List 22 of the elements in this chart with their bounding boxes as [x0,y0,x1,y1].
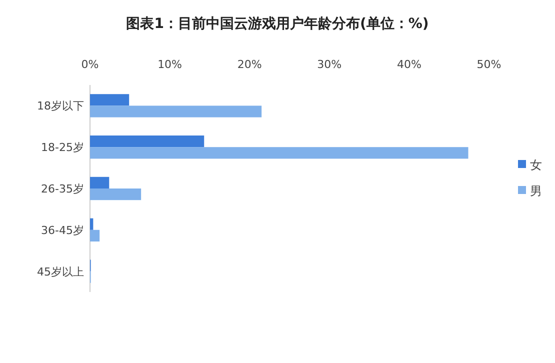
bar [90,147,468,159]
x-tick-label: 40% [396,58,422,71]
x-tick-label: 10% [158,58,182,71]
bar [90,218,94,230]
y-tick-label: 18-25岁 [41,141,84,154]
bar [90,94,130,106]
x-tick-label: 30% [317,58,342,71]
x-tick-label: 20% [237,58,262,71]
chart-title: 图表1：目前中国云游戏用户年龄分布(单位：%) [126,15,429,32]
bar [90,106,262,118]
bar [90,188,142,200]
bar [90,136,204,148]
x-tick-label: 0% [81,58,99,71]
y-tick-label: 36-45岁 [41,224,84,237]
y-tick-label: 18岁以下 [37,100,84,113]
y-tick-label: 45岁以上 [37,265,84,278]
bar [90,176,110,188]
x-tick-label: 50% [476,58,502,71]
y-tick-label: 26-35岁 [41,182,84,196]
legend-label: 男 [530,184,542,198]
bar [90,230,100,242]
legend-label: 女 [530,158,542,172]
